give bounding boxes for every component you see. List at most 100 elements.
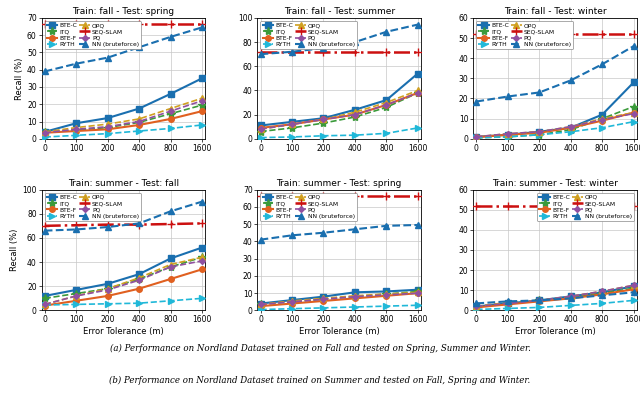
BTE-F [472,135,480,140]
NN (bruteforce) [198,25,206,30]
BTE-C [166,256,174,261]
Line: PQ: PQ [43,259,204,306]
PQ [319,117,327,122]
NN (bruteforce) [630,44,637,49]
PQ [504,301,512,306]
BTE-F [383,103,390,107]
Line: SEQ-SLAM: SEQ-SLAM [257,191,422,200]
PQ [257,302,264,307]
SEQ-SLAM [104,222,111,227]
ITQ [72,128,80,133]
NN (bruteforce) [41,69,49,74]
BTE-F [288,301,296,306]
BTE-F [567,125,575,130]
BTE-C [598,112,606,117]
Line: OPQ: OPQ [258,88,420,132]
PQ [567,124,575,129]
BTE-F [288,122,296,127]
BTE-F [319,117,327,122]
Y-axis label: Recall (%): Recall (%) [10,229,19,271]
Line: PQ: PQ [474,111,636,139]
BTE-C [567,125,575,130]
Line: RYTH: RYTH [42,122,205,140]
Line: BTE-C: BTE-C [258,71,420,128]
Line: ITQ: ITQ [40,253,206,302]
PQ [414,90,422,95]
Title: Train: summer - Test: spring: Train: summer - Test: spring [276,179,402,188]
OPQ [198,255,206,259]
RYTH [536,305,543,310]
NN (bruteforce) [536,298,543,303]
ITQ [72,291,80,296]
ITQ [319,121,327,125]
RYTH [166,298,174,303]
SEQ-SLAM [288,193,296,198]
Line: ITQ: ITQ [472,102,638,142]
Line: RYTH: RYTH [258,302,420,312]
NN (bruteforce) [351,227,359,232]
ITQ [383,105,390,110]
BTE-C [135,106,143,111]
BTE-F [351,296,359,301]
SEQ-SLAM [351,193,359,198]
ITQ [166,111,174,116]
PQ [536,129,543,134]
SEQ-SLAM [504,31,512,36]
SEQ-SLAM [166,222,174,226]
NN (bruteforce) [104,55,111,60]
Line: RYTH: RYTH [474,298,636,312]
BTE-C [104,281,111,286]
SEQ-SLAM [198,221,206,226]
RYTH [598,301,606,306]
Line: PQ: PQ [259,91,420,131]
BTE-C [319,294,327,299]
Line: SEQ-SLAM: SEQ-SLAM [40,219,206,230]
OPQ [166,262,174,267]
X-axis label: Error Tolerance (m): Error Tolerance (m) [83,327,164,336]
RYTH [472,307,480,312]
Legend: BTE-C, ITQ, BTE-F, RYTH, OPQ, SEQ-SLAM, PQ, NN (bruteforce): BTE-C, ITQ, BTE-F, RYTH, OPQ, SEQ-SLAM, … [260,21,357,49]
BTE-F [536,299,543,304]
ITQ [41,296,49,301]
RYTH [135,129,143,133]
RYTH [198,123,206,127]
NN (bruteforce) [567,296,575,301]
BTE-C [257,301,264,306]
OPQ [72,294,80,298]
ITQ [630,104,637,109]
SEQ-SLAM [72,21,80,26]
BTE-C [72,287,80,292]
PQ [72,294,80,298]
ITQ [319,297,327,302]
PQ [257,127,264,131]
BTE-C [472,135,480,139]
Line: RYTH: RYTH [42,296,205,308]
ITQ [536,298,543,303]
Line: ITQ: ITQ [40,101,206,136]
RYTH [288,135,296,139]
PQ [472,304,480,309]
BTE-F [504,133,512,137]
RYTH [598,125,606,130]
OPQ [472,135,480,139]
BTE-C [198,76,206,81]
NN (bruteforce) [567,78,575,83]
BTE-F [414,90,422,95]
PQ [504,131,512,136]
SEQ-SLAM [414,193,422,198]
Line: NN (bruteforce): NN (bruteforce) [257,21,421,58]
PQ [472,135,480,139]
Line: NN (bruteforce): NN (bruteforce) [257,222,421,243]
BTE-C [41,129,49,134]
SEQ-SLAM [166,21,174,26]
SEQ-SLAM [630,203,637,208]
PQ [414,291,422,296]
Line: BTE-C: BTE-C [258,287,420,306]
SEQ-SLAM [383,193,390,198]
SEQ-SLAM [472,203,480,208]
OPQ [351,110,359,115]
RYTH [166,126,174,131]
BTE-C [504,301,512,306]
RYTH [383,131,390,136]
BTE-F [414,291,422,296]
